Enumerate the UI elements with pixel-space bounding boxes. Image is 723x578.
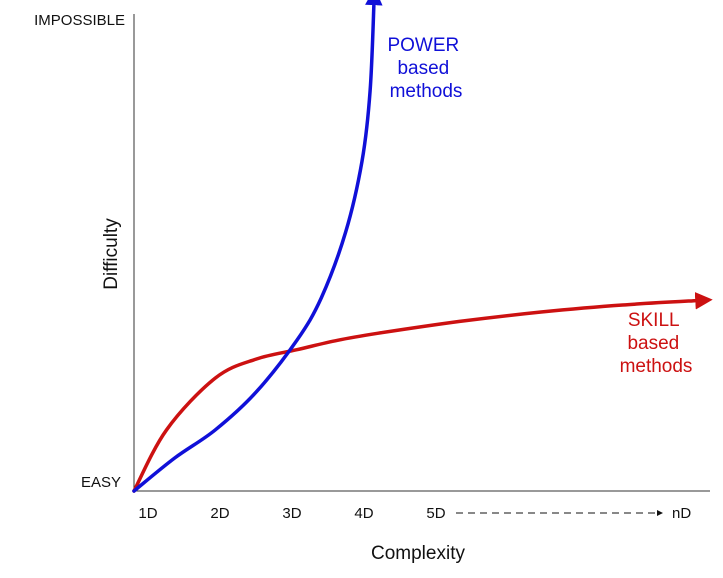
y-tick-label-impossible: IMPOSSIBLE — [34, 12, 125, 29]
series-label-skill-line-1: SKILL — [628, 310, 679, 331]
x-tick-label-2d: 2D — [210, 505, 229, 522]
series-label-skill: SKILL based methods — [620, 310, 693, 377]
x-tick-label-5d: 5D — [426, 505, 445, 522]
series-label-power-line-1: POWER — [387, 35, 459, 56]
series-line-skill — [132, 291, 713, 493]
series-label-skill-line-3: methods — [620, 356, 693, 377]
series-label-power: POWER based methods — [387, 35, 464, 102]
x-tick-label-nd: nD — [672, 505, 691, 522]
series-label-power-line-3: methods — [390, 81, 463, 102]
y-axis-title: Difficulty — [101, 218, 122, 290]
x-axis-title: Complexity — [371, 543, 465, 564]
x-tick-label-1d: 1D — [138, 505, 157, 522]
series-label-skill-line-2: based — [627, 333, 679, 354]
x-tick-label-3d: 3D — [282, 505, 301, 522]
series-line-power — [132, 0, 383, 493]
series-label-power-line-2: based — [397, 58, 449, 79]
y-tick-label-easy: EASY — [81, 474, 121, 491]
x-tick-label-4d: 4D — [354, 505, 373, 522]
